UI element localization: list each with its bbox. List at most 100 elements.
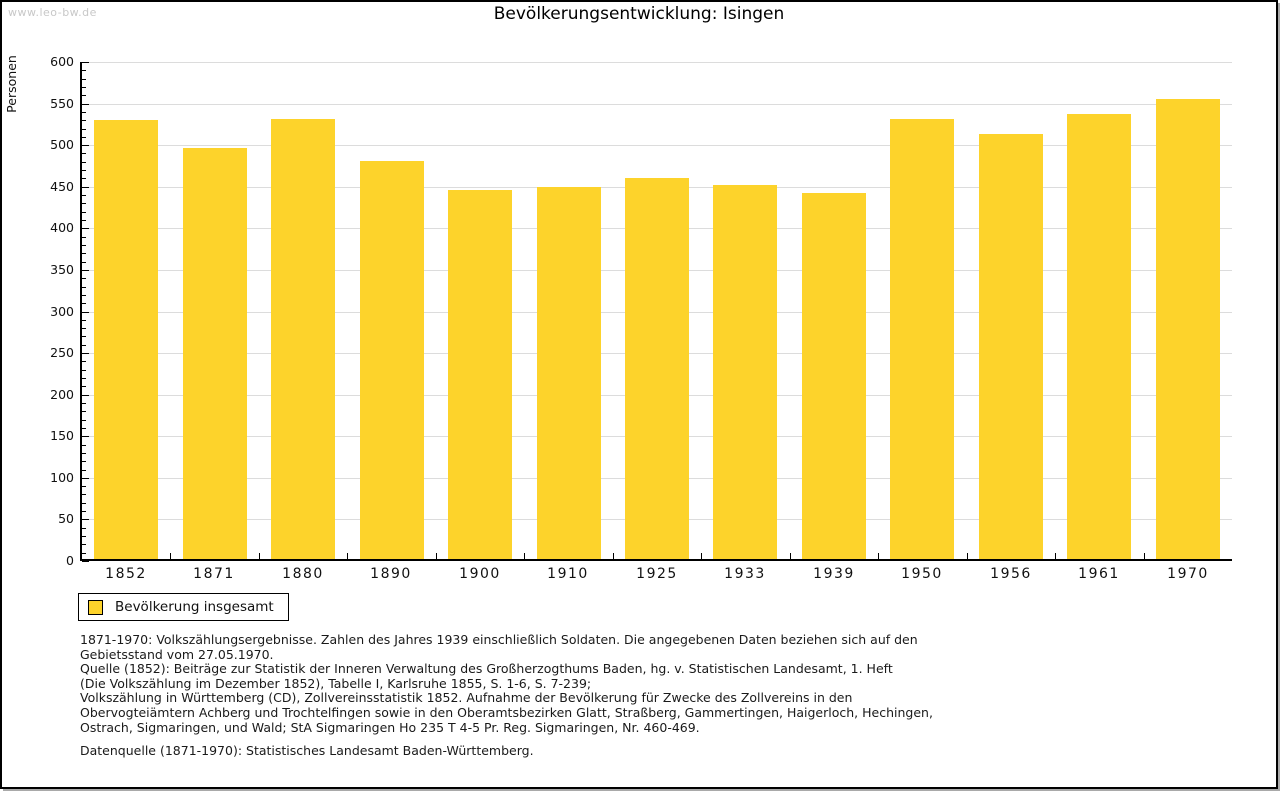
y-minor-tick xyxy=(82,162,86,163)
y-major-tick xyxy=(82,270,89,271)
y-minor-tick xyxy=(82,70,86,71)
y-minor-tick xyxy=(82,553,86,554)
y-major-tick xyxy=(82,353,89,354)
x-tick-label: 1933 xyxy=(724,566,766,582)
note-line: 1871-1970: Volkszählungsergebnisse. Zahl… xyxy=(80,632,918,647)
x-tick xyxy=(347,553,348,559)
x-axis-line xyxy=(80,559,1232,561)
x-tick-label: 1910 xyxy=(547,566,589,582)
y-minor-tick xyxy=(82,420,86,421)
y-minor-tick xyxy=(82,411,86,412)
y-tick-label: 150 xyxy=(50,428,74,443)
y-minor-tick xyxy=(82,470,86,471)
datasource-note: Datenquelle (1871-1970): Statistisches L… xyxy=(80,743,534,758)
gridline xyxy=(82,145,1232,146)
watermark: www.leo-bw.de xyxy=(8,6,97,19)
x-tick-label: 1950 xyxy=(901,566,943,582)
y-minor-tick xyxy=(82,253,86,254)
y-minor-tick xyxy=(82,536,86,537)
y-minor-tick xyxy=(82,195,86,196)
y-major-tick xyxy=(82,519,89,520)
y-tick-label: 300 xyxy=(50,304,74,319)
y-minor-tick xyxy=(82,203,86,204)
bar xyxy=(979,134,1043,559)
y-tick-label: 600 xyxy=(50,54,74,69)
gridline xyxy=(82,62,1232,63)
y-tick-label: 250 xyxy=(50,345,74,360)
y-minor-tick xyxy=(82,153,86,154)
y-minor-tick xyxy=(82,445,86,446)
bar xyxy=(271,119,335,559)
x-tick-label: 1925 xyxy=(636,566,678,582)
legend: Bevölkerung insgesamt xyxy=(78,593,289,621)
x-tick-label: 1970 xyxy=(1167,566,1209,582)
y-minor-tick xyxy=(82,137,86,138)
bar xyxy=(448,190,512,559)
bar xyxy=(183,148,247,559)
y-minor-tick xyxy=(82,370,86,371)
x-tick-label: 1961 xyxy=(1078,566,1120,582)
y-minor-tick xyxy=(82,237,86,238)
bar xyxy=(625,178,689,559)
y-tick-label: 100 xyxy=(50,470,74,485)
y-tick-label: 450 xyxy=(50,179,74,194)
y-axis-line xyxy=(80,62,82,561)
y-minor-tick xyxy=(82,129,86,130)
note-line: Ostrach, Sigmaringen, und Wald; StA Sigm… xyxy=(80,719,700,735)
bar xyxy=(537,187,601,559)
bar xyxy=(890,119,954,559)
y-minor-tick xyxy=(82,120,86,121)
y-minor-tick xyxy=(82,494,86,495)
y-minor-tick xyxy=(82,303,86,304)
x-tick xyxy=(878,553,879,559)
y-tick-label: 200 xyxy=(50,387,74,402)
note-line: Volkszählung in Württemberg (CD), Zollve… xyxy=(80,690,853,706)
y-major-tick xyxy=(82,436,89,437)
x-tick-label: 1852 xyxy=(105,566,147,582)
y-minor-tick xyxy=(82,528,86,529)
y-minor-tick xyxy=(82,486,86,487)
y-major-tick xyxy=(82,561,89,562)
y-major-tick xyxy=(82,478,89,479)
y-major-tick xyxy=(82,187,89,188)
source-notes: 1871-1970: Volkszählungsergebnisse. Zahl… xyxy=(80,632,933,735)
bar xyxy=(802,193,866,559)
x-tick xyxy=(436,553,437,559)
x-tick xyxy=(1144,553,1145,559)
x-tick-label: 1900 xyxy=(459,566,501,582)
x-tick xyxy=(613,553,614,559)
x-tick-label: 1871 xyxy=(193,566,235,582)
legend-label: Bevölkerung insgesamt xyxy=(115,599,274,615)
x-tick-label: 1956 xyxy=(990,566,1032,582)
y-minor-tick xyxy=(82,295,86,296)
gridline xyxy=(82,104,1232,105)
y-minor-tick xyxy=(82,178,86,179)
y-minor-tick xyxy=(82,170,86,171)
x-tick xyxy=(259,553,260,559)
y-minor-tick xyxy=(82,461,86,462)
x-tick xyxy=(524,553,525,559)
y-minor-tick xyxy=(82,220,86,221)
note-line: (Die Volkszählung im Dezember 1852), Tab… xyxy=(80,675,592,691)
bar xyxy=(360,161,424,559)
y-tick-label: 50 xyxy=(58,511,74,526)
y-major-tick xyxy=(82,228,89,229)
y-major-tick xyxy=(82,395,89,396)
y-tick-label: 550 xyxy=(50,96,74,111)
bar xyxy=(1156,99,1220,559)
y-minor-tick xyxy=(82,403,86,404)
y-major-tick xyxy=(82,312,89,313)
y-major-tick xyxy=(82,104,89,105)
note-line: Obervogteiämtern Achberg und Trochtelfin… xyxy=(80,704,933,720)
y-minor-tick xyxy=(82,378,86,379)
y-minor-tick xyxy=(82,278,86,279)
y-minor-tick xyxy=(82,361,86,362)
y-minor-tick xyxy=(82,428,86,429)
x-tick xyxy=(790,553,791,559)
bar xyxy=(713,185,777,559)
bar xyxy=(94,120,158,559)
y-tick-label: 350 xyxy=(50,262,74,277)
y-minor-tick xyxy=(82,95,86,96)
